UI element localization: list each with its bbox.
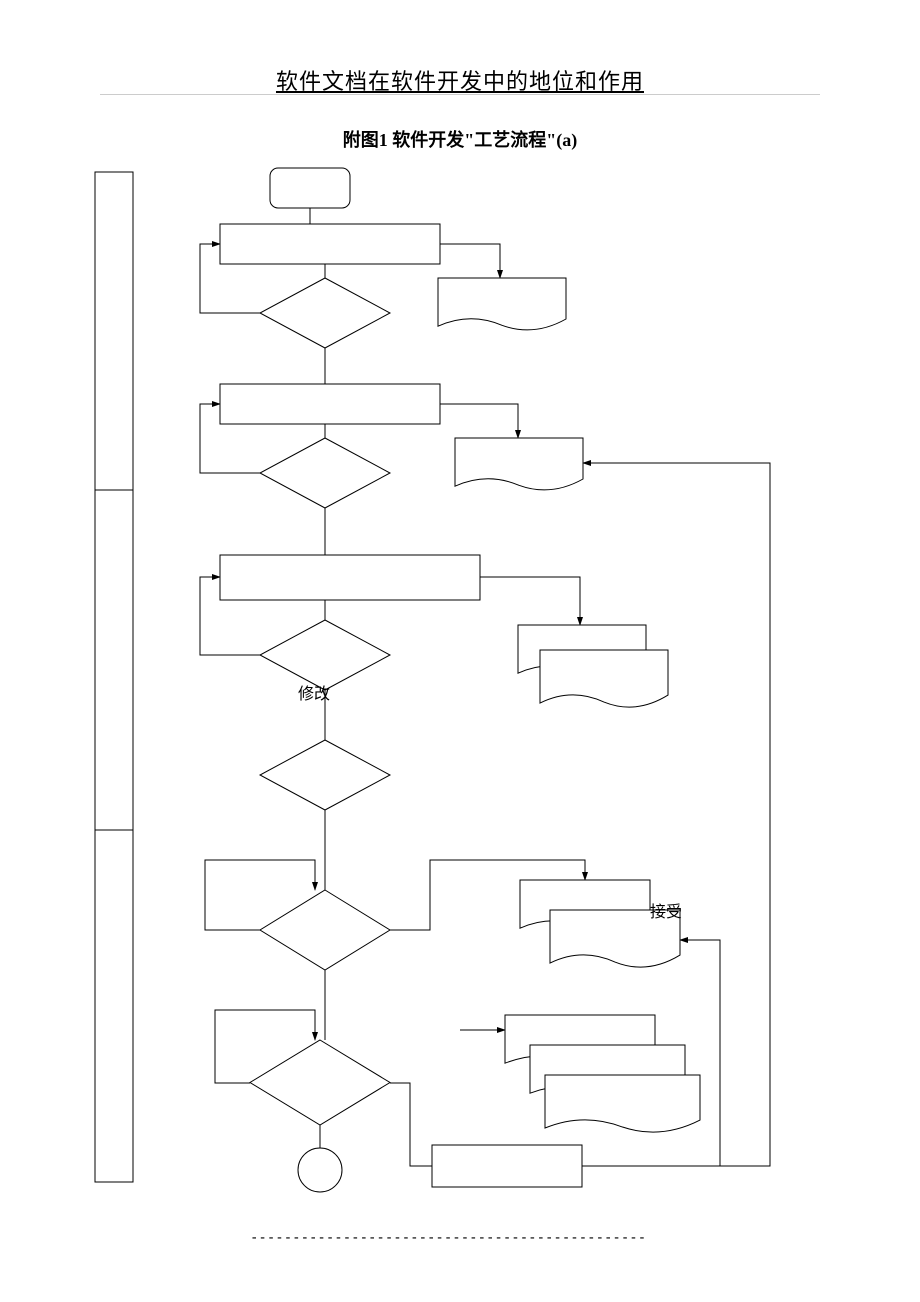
label-modify: 修改 [298, 680, 330, 704]
flowchart-svg [0, 0, 920, 1302]
footer-dashes: ----------------------------------------… [250, 1230, 646, 1246]
page: 软件文档在软件开发中的地位和作用 附图1 软件开发"工艺流程"(a) 修改 接受… [0, 0, 920, 1302]
label-accept: 接受 [650, 898, 682, 922]
